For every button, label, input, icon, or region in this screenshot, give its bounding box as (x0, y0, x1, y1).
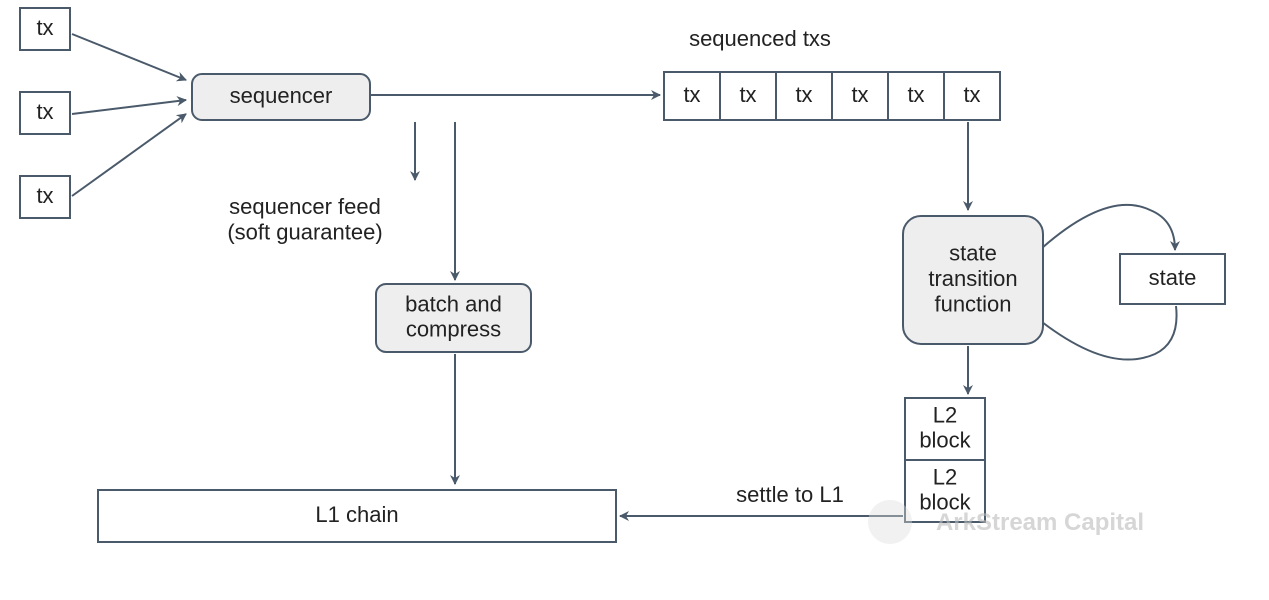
svg-text:tx: tx (907, 82, 924, 107)
svg-text:sequenced txs: sequenced txs (689, 26, 831, 51)
node-tx1: tx (20, 8, 70, 50)
node-sequencer: sequencer (192, 74, 370, 120)
svg-text:sequencer: sequencer (230, 83, 333, 108)
node-l2a: L2block (905, 398, 985, 460)
node-batch: batch andcompress (376, 284, 531, 352)
svg-text:batch andcompress: batch andcompress (405, 291, 502, 341)
svg-text:tx: tx (36, 99, 53, 124)
svg-text:tx: tx (739, 82, 756, 107)
svg-text:tx: tx (795, 82, 812, 107)
label-settle: settle to L1 (736, 482, 844, 507)
edge-1 (72, 100, 186, 114)
svg-text:tx: tx (963, 82, 980, 107)
edge-9 (1042, 205, 1175, 250)
node-tx3: tx (20, 176, 70, 218)
node-l1: L1 chain (98, 490, 616, 542)
node-stf: statetransitionfunction (903, 216, 1043, 344)
node-tx2: tx (20, 92, 70, 134)
edge-10 (1042, 306, 1177, 360)
label-sequencer-feed: sequencer feed(soft guarantee) (227, 194, 382, 244)
svg-text:tx: tx (36, 15, 53, 40)
edge-0 (72, 34, 186, 80)
watermark-icon (868, 500, 912, 544)
watermark: ArkStream Capital (936, 509, 1144, 536)
svg-text:tx: tx (683, 82, 700, 107)
svg-text:state: state (1149, 265, 1197, 290)
node-state: state (1120, 254, 1225, 304)
node-sequenced-txs: tx tx tx tx tx tx (664, 72, 1000, 120)
edge-2 (72, 114, 186, 196)
svg-text:tx: tx (36, 183, 53, 208)
svg-text:L1 chain: L1 chain (315, 502, 398, 527)
svg-text:tx: tx (851, 82, 868, 107)
